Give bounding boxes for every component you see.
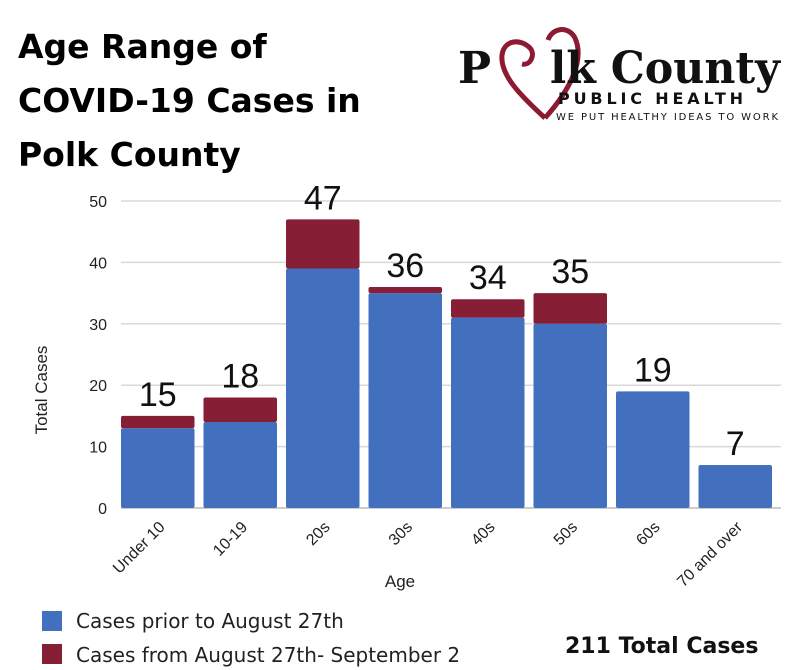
legend-label-recent: Cases from August 27th- September 2 [76, 643, 460, 667]
svg-text:WE PUT HEALTHY IDEAS TO WORK: WE PUT HEALTHY IDEAS TO WORK [556, 112, 778, 123]
data-label: 15 [139, 376, 177, 414]
y-tick-label: 0 [98, 501, 107, 518]
y-tick-label: 30 [89, 317, 107, 334]
x-tick-label: Under 10 [110, 519, 169, 578]
y-tick-label: 50 [89, 194, 107, 211]
x-tick-label: 60s [633, 519, 663, 549]
bar-prior [616, 391, 690, 508]
total-cases: 211 Total Cases [565, 634, 758, 659]
svg-text:P: P [458, 43, 491, 94]
bar-recent [286, 219, 360, 269]
heart-icon [499, 27, 581, 120]
y-axis-label: Total Cases [32, 346, 51, 435]
x-tick-label: 30s [386, 519, 416, 549]
chart-title-line-1: Age Range of [18, 27, 267, 66]
bar-prior [368, 293, 442, 508]
bar-prior [533, 323, 607, 508]
legend: Cases prior to August 27th Cases from Au… [42, 609, 460, 667]
svg-text:PUBLIC HEALTH: PUBLIC HEALTH [558, 89, 743, 108]
bar-recent [533, 293, 607, 324]
data-label: 34 [469, 259, 507, 297]
bar-prior [203, 422, 277, 508]
legend-label-prior: Cases prior to August 27th [76, 609, 344, 633]
bar-recent [451, 299, 525, 318]
y-tick-label: 40 [89, 255, 107, 272]
data-label: 18 [221, 357, 259, 395]
legend-swatch-prior [42, 611, 62, 631]
data-label: 47 [304, 179, 342, 217]
chart-title-line-2: COVID-19 Cases in [18, 81, 361, 120]
polk-county-logo: P lk County PUBLIC HEALTH WE PUT HEALTHY… [458, 27, 781, 123]
x-axis-label: Age [385, 572, 415, 591]
bar-recent [368, 286, 442, 294]
bar-recent [203, 397, 277, 423]
x-tick-label: 40s [468, 519, 498, 549]
bar-prior [286, 268, 360, 508]
data-label: 35 [551, 253, 589, 291]
y-tick-label: 10 [89, 440, 107, 457]
data-label: 36 [386, 247, 424, 285]
svg-text:lk County: lk County [550, 43, 781, 94]
bar-prior [121, 428, 195, 508]
y-tick-label: 20 [89, 378, 107, 395]
data-label: 7 [726, 425, 745, 463]
chart-title-line-3: Polk County [18, 135, 241, 174]
data-label: 19 [634, 351, 672, 389]
legend-swatch-recent [42, 644, 62, 664]
bar-prior [451, 317, 525, 508]
x-tick-label: 10-19 [210, 519, 251, 560]
x-tick-label: 20s [303, 519, 333, 549]
bar-prior [698, 465, 772, 508]
x-tick-label: 70 and over [674, 518, 746, 590]
x-tick-label: 50s [551, 519, 581, 549]
bar-recent [121, 415, 195, 429]
